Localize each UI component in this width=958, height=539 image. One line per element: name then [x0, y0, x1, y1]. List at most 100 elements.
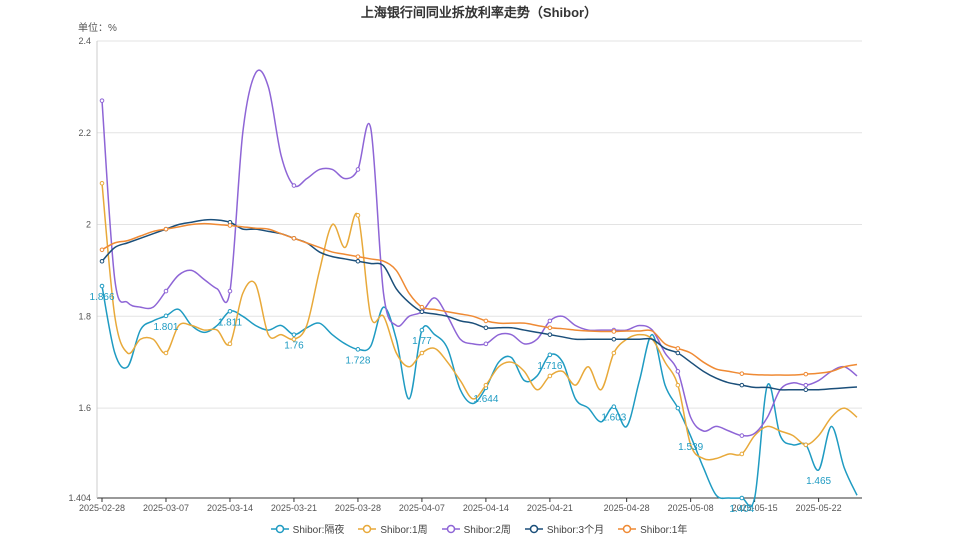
- legend-swatch-marker: [446, 524, 455, 533]
- legend-swatch: [618, 524, 637, 533]
- series-point: [739, 451, 745, 457]
- legend-label: Shibor:1周: [380, 525, 428, 536]
- legend-label: Shibor:隔夜: [292, 525, 345, 536]
- series-line-3: [101, 218, 858, 391]
- series-lines: [99, 69, 858, 508]
- data-label: 1.716: [537, 361, 562, 372]
- series-point: [99, 258, 105, 264]
- axes: 1.404 1.6 1.8 2 2.2 2.4 2025-02-28 2025-03-07 20…: [68, 36, 862, 513]
- series-point: [675, 369, 681, 374]
- legend-swatch-marker: [363, 524, 372, 533]
- series-point: [291, 332, 297, 337]
- series-point: [419, 327, 425, 333]
- series-point: [547, 332, 553, 337]
- x-tick-label: 2025-04-14: [463, 503, 509, 513]
- series-point: [739, 433, 745, 438]
- series-point: [355, 347, 361, 352]
- data-label: 1.77: [412, 336, 432, 347]
- y-tick-label: 1.8: [78, 311, 91, 321]
- series-line-1: [101, 183, 858, 461]
- series-point: [227, 308, 233, 314]
- legend-swatch-marker: [275, 524, 284, 533]
- series-point: [803, 442, 809, 448]
- legend-swatch: [270, 524, 289, 533]
- legend-item[interactable]: Shibor:2周: [441, 521, 511, 536]
- data-label: 1.644: [473, 394, 498, 405]
- x-tick-label: 2025-05-22: [796, 503, 842, 513]
- series-point: [355, 254, 361, 259]
- legend-label: Shibor:1年: [640, 525, 688, 536]
- series-point: [675, 350, 681, 356]
- series-point: [355, 213, 361, 218]
- series-point: [227, 288, 233, 294]
- series-point: [675, 405, 681, 411]
- series-point: [611, 336, 617, 342]
- series-point: [483, 341, 489, 347]
- series-point: [611, 404, 617, 409]
- series-point: [803, 382, 809, 388]
- y-tick-label: 2.4: [78, 36, 91, 46]
- series-point: [739, 382, 745, 388]
- y-tick-label: 2.2: [78, 128, 91, 138]
- series-point: [547, 373, 553, 379]
- data-label: 1.404: [729, 504, 754, 515]
- series-point: [163, 226, 169, 232]
- legend-swatch-marker: [622, 524, 632, 533]
- series-point: [547, 352, 553, 358]
- legend: Shibor:隔夜 Shibor:1周 Shibor:2周 Shibor:3个月 Shi…: [0, 521, 958, 536]
- series-point: [99, 180, 105, 186]
- series-point: [99, 247, 105, 253]
- legend-item[interactable]: Shibor:1年: [618, 521, 687, 536]
- legend-item[interactable]: Shibor:1周: [358, 521, 428, 536]
- y-tick-label: 1.6: [78, 403, 91, 413]
- series-point: [547, 325, 553, 331]
- data-labels: 1.866 1.801 1.811 1.76 1.728 1.77 1.644 1.716 1.…: [89, 292, 831, 515]
- legend-swatch: [524, 524, 543, 533]
- x-tick-label: 2025-04-07: [399, 503, 445, 513]
- data-label: 1.866: [89, 292, 114, 303]
- x-tick-label: 2025-04-28: [604, 503, 650, 513]
- data-label: 1.801: [153, 322, 178, 333]
- series-point: [227, 341, 233, 347]
- series-point: [419, 309, 425, 315]
- series-point: [675, 346, 681, 351]
- series-point: [547, 318, 553, 324]
- series-point: [291, 183, 297, 188]
- legend-item[interactable]: Shibor:3个月: [524, 521, 604, 536]
- series-point: [803, 371, 809, 377]
- series-point: [675, 382, 681, 388]
- x-tick-label: 2025-03-14: [207, 503, 253, 513]
- series-point: [291, 235, 297, 241]
- data-label: 1.728: [345, 355, 370, 366]
- series-line-2: [101, 69, 858, 437]
- series-point: [291, 336, 297, 342]
- x-tick-label: 2025-02-28: [79, 503, 125, 513]
- x-tick-label: 2025-04-21: [527, 503, 573, 513]
- series-point: [355, 167, 361, 172]
- series-point: [355, 258, 361, 264]
- legend-item[interactable]: Shibor:隔夜: [270, 521, 345, 536]
- series-point: [163, 288, 169, 294]
- data-label: 1.539: [678, 442, 703, 453]
- series-point: [739, 495, 745, 501]
- series-point: [227, 223, 233, 228]
- series-point: [803, 387, 809, 393]
- legend-label: Shibor:2周: [463, 525, 511, 536]
- series-point: [611, 350, 617, 356]
- series-point: [99, 98, 105, 103]
- series-point: [739, 371, 745, 376]
- series-point: [611, 329, 617, 334]
- data-label: 1.76: [284, 341, 304, 352]
- x-tick-label: 2025-03-07: [143, 503, 189, 513]
- y-tick-label: 2: [86, 220, 91, 230]
- data-label: 1.465: [806, 476, 831, 487]
- series-point: [483, 325, 489, 331]
- legend-swatch-marker: [529, 524, 539, 533]
- chart-title: 上海银行间同业拆放利率走势（Shibor）: [360, 5, 598, 20]
- x-tick-label: 2025-03-28: [335, 503, 381, 513]
- series-point: [483, 382, 489, 388]
- series-point: [163, 313, 169, 319]
- data-label: 1.603: [601, 413, 626, 424]
- x-tick-label: 2025-05-08: [668, 503, 714, 513]
